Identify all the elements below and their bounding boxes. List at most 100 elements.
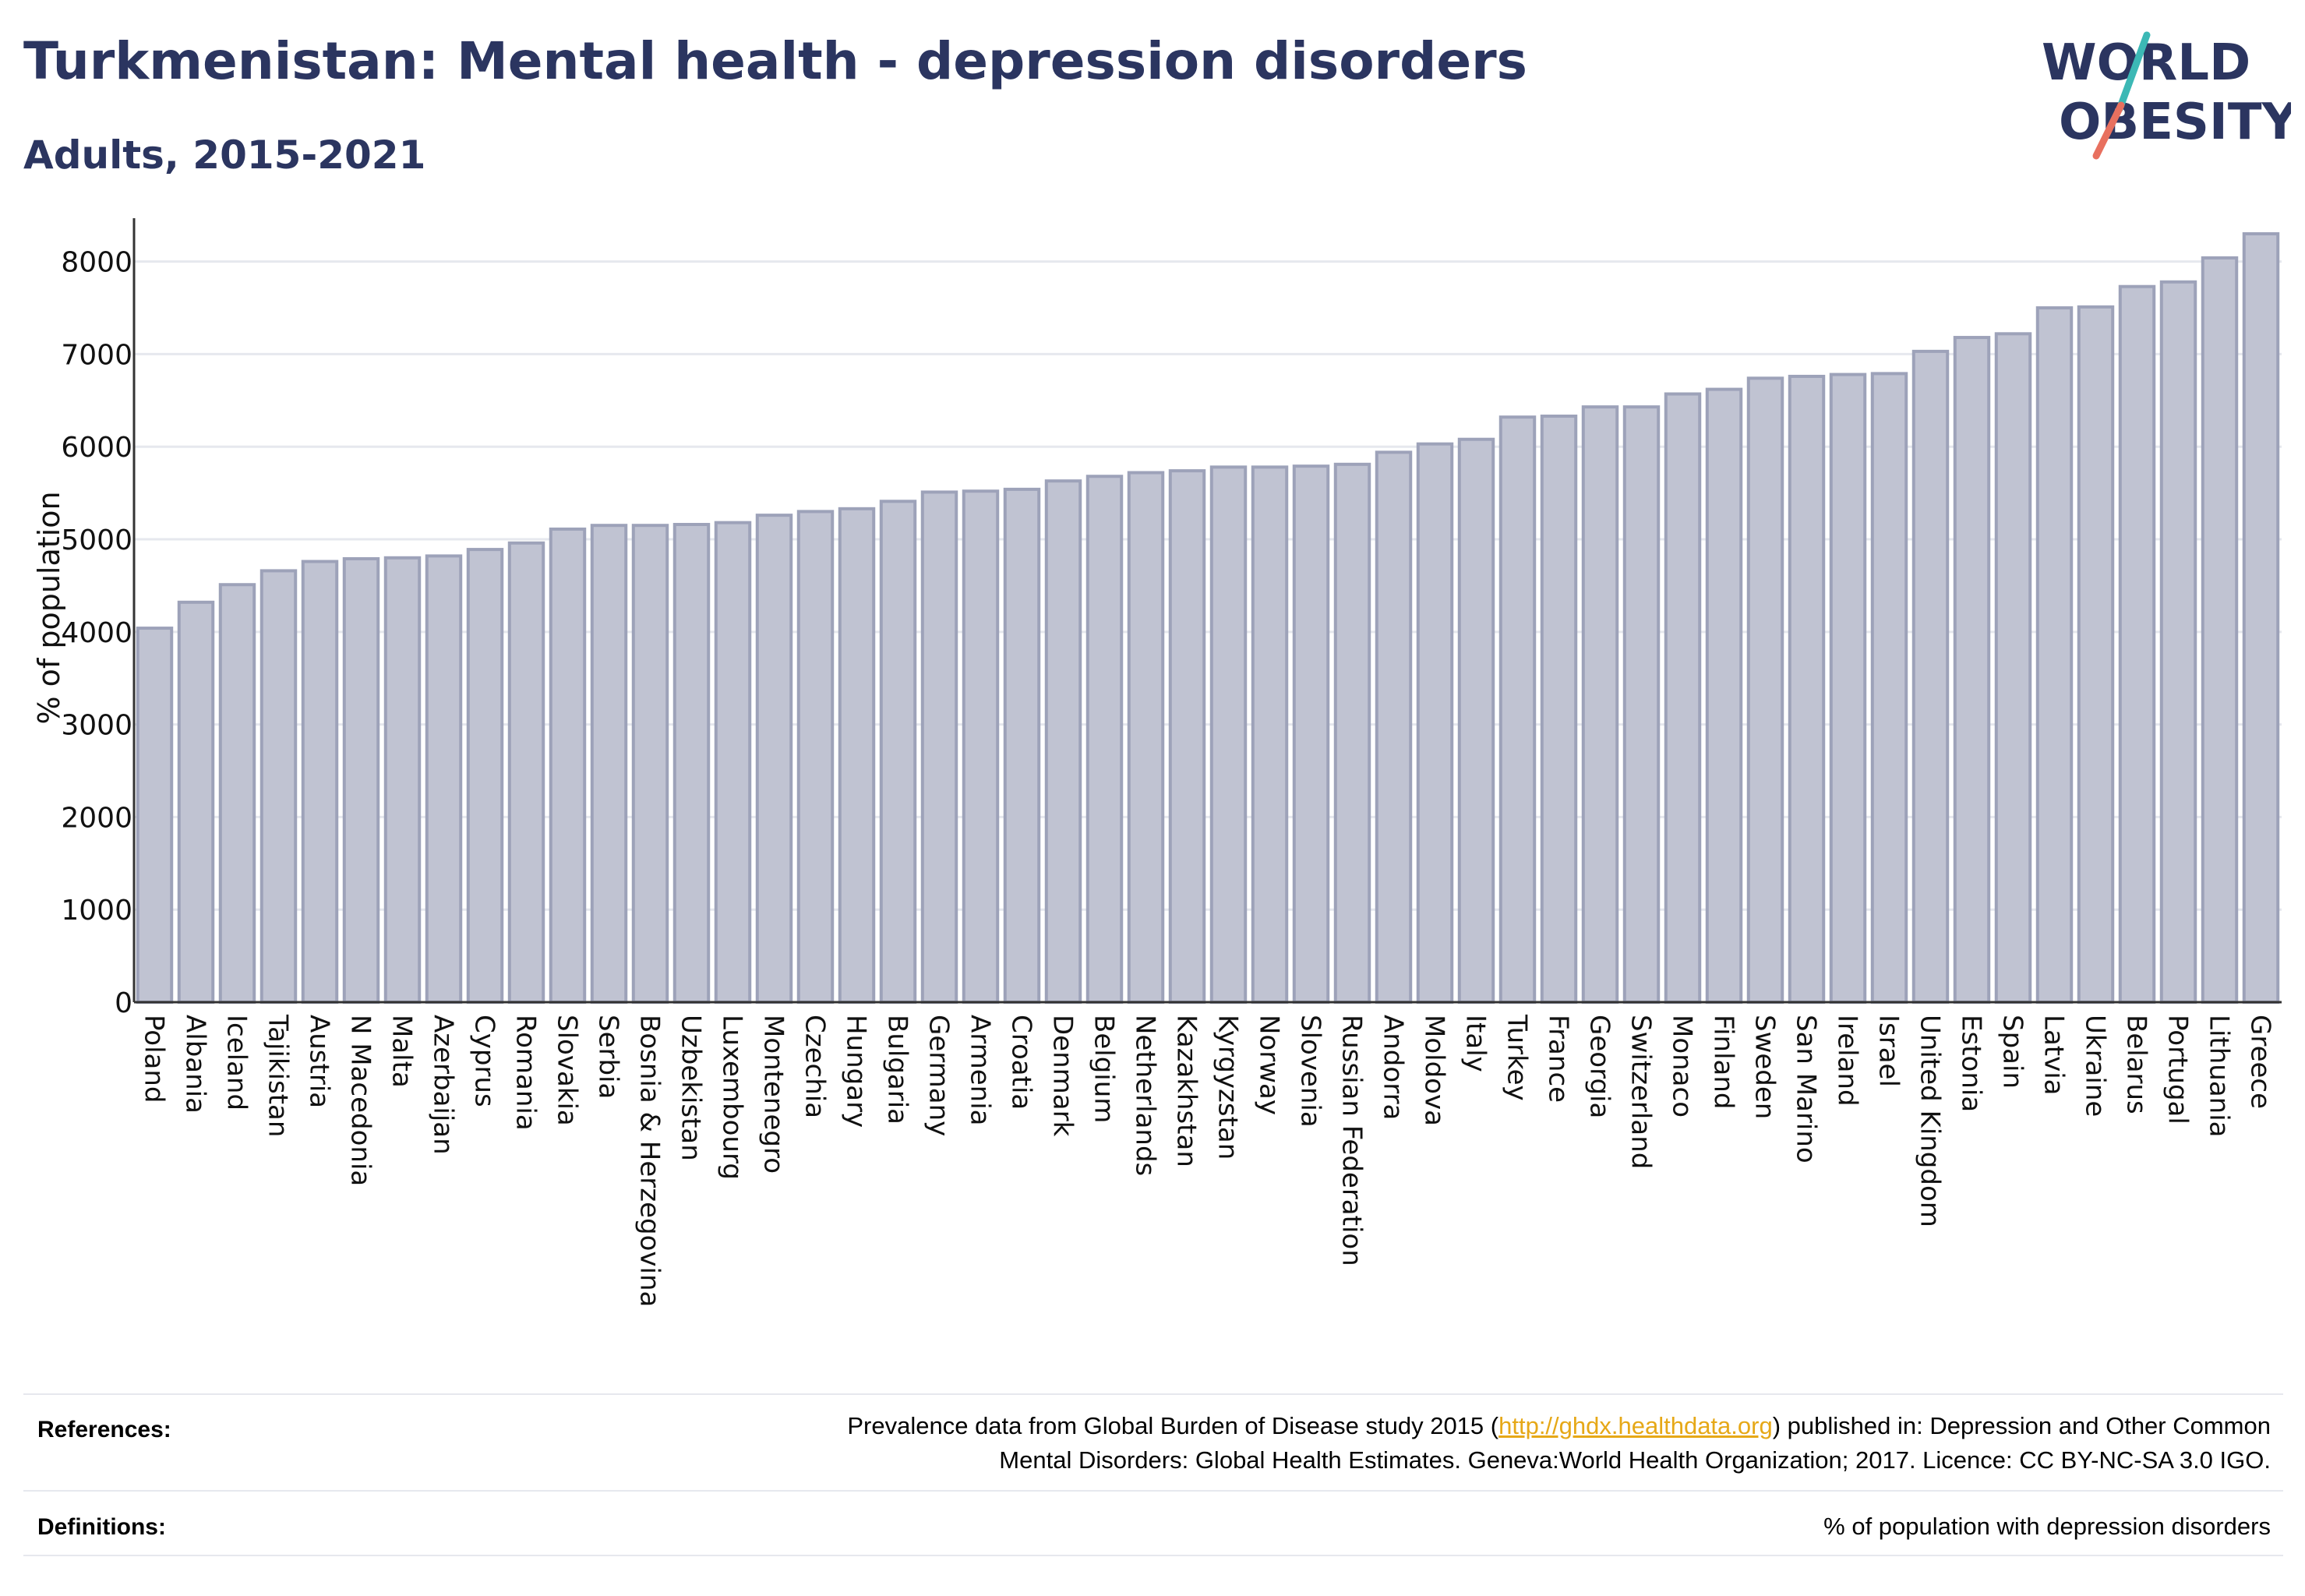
bar — [1746, 376, 1784, 1004]
bar — [672, 523, 711, 1004]
x-tick-label: Iceland — [221, 1015, 252, 1110]
x-tick-label: Norway — [1254, 1015, 1285, 1115]
x-tick-label: Israel — [1873, 1015, 1904, 1087]
references-line2: Mental Disorders: Global Health Estimate… — [999, 1446, 2271, 1474]
x-tick-label: Armenia — [965, 1015, 996, 1126]
x-tick-label: Kyrgyzstan — [1213, 1015, 1244, 1160]
bar — [1911, 349, 1950, 1004]
y-tick-label: 3000 — [61, 710, 132, 742]
x-tick-label: Ukraine — [2080, 1015, 2111, 1117]
bar — [2159, 280, 2197, 1004]
references-line1-post: ) published in: Depression and Other Com… — [1772, 1412, 2271, 1439]
bar — [1416, 442, 1454, 1004]
bar — [2077, 305, 2115, 1004]
x-tick-label: Switzerland — [1626, 1015, 1657, 1169]
bar — [1127, 471, 1165, 1004]
bar — [2201, 256, 2239, 1005]
x-tick-label: Portugal — [2162, 1015, 2194, 1125]
x-tick-label: Uzbekistan — [676, 1015, 707, 1161]
bar — [301, 560, 339, 1004]
x-tick-label: Finland — [1708, 1015, 1739, 1110]
x-tick-label: N Macedonia — [345, 1015, 376, 1186]
bar — [2035, 306, 2074, 1004]
y-tick-label: 5000 — [61, 524, 132, 556]
bar — [1333, 462, 1371, 1004]
bar — [920, 490, 958, 1004]
y-tick-label: 6000 — [61, 432, 132, 464]
x-tick-label: Luxembourg — [717, 1015, 748, 1180]
x-tick-label: Andorra — [1378, 1015, 1409, 1120]
bar — [466, 548, 504, 1004]
y-tick-label: 2000 — [61, 802, 132, 834]
world-obesity-logo: WORLD OBESITY — [2042, 31, 2291, 160]
x-tick-label: Georgia — [1584, 1015, 1615, 1118]
x-tick-label: Serbia — [593, 1015, 624, 1099]
x-tick-labels: Poland Albania Iceland Tajikistan Austria N M… — [139, 1014, 2276, 1307]
bar — [1457, 437, 1495, 1004]
bar — [1375, 450, 1413, 1004]
logo-slash-coral — [2092, 101, 2125, 160]
x-tick-label: Sweden — [1749, 1015, 1781, 1119]
x-tick-label: Monaco — [1667, 1015, 1698, 1118]
footer-divider-top — [23, 1393, 2283, 1395]
y-tick-label: 4000 — [61, 617, 132, 649]
bar — [1251, 465, 1289, 1004]
footer-divider-bottom — [23, 1555, 2283, 1556]
logo-line2: OBESITY — [2059, 94, 2291, 151]
footer-divider-middle — [23, 1490, 2283, 1492]
references-link[interactable]: http://ghdx.healthdata.org — [1498, 1412, 1773, 1439]
x-tick-label: Germany — [923, 1015, 955, 1136]
x-tick-label: Austria — [304, 1015, 335, 1108]
bar — [1168, 469, 1206, 1004]
bar — [1705, 387, 1743, 1004]
bar — [962, 489, 1000, 1004]
x-tick-label: Croatia — [1006, 1015, 1037, 1110]
bar — [1540, 415, 1578, 1004]
x-tick-label: Denmark — [1047, 1015, 1078, 1137]
bar — [1870, 372, 1908, 1004]
bar — [1498, 415, 1537, 1004]
bar — [2242, 232, 2280, 1004]
bar — [879, 500, 917, 1004]
x-tick-label: Moldova — [1419, 1015, 1450, 1126]
x-tick-label: Kazakhstan — [1171, 1015, 1202, 1167]
axes — [132, 218, 2282, 1004]
x-tick-label: Slovenia — [1295, 1015, 1326, 1128]
x-tick-label: Russian Federation — [1336, 1015, 1368, 1266]
bar — [1788, 374, 1826, 1004]
references-line1: Prevalence data from Global Burden of Di… — [847, 1409, 2271, 1443]
x-tick-label: Albania — [180, 1015, 211, 1114]
references-label: References: — [37, 1417, 171, 1442]
bar — [838, 507, 876, 1004]
chart-title: Turkmenistan: Mental health - depression… — [23, 31, 1527, 91]
y-tick-label: 0 — [115, 987, 132, 1019]
bar — [425, 554, 463, 1004]
bar — [342, 556, 380, 1004]
bar-chart: 0 1000 2000 3000 4000 5000 6000 7000 8000 Poland… — [32, 218, 2282, 1307]
y-axis-label: % of population — [32, 491, 66, 724]
bars — [136, 232, 2280, 1005]
x-tick-label: Belarus — [2121, 1015, 2152, 1114]
bar — [1044, 479, 1082, 1004]
bar — [549, 527, 587, 1004]
bar — [1209, 465, 1248, 1004]
bar — [631, 524, 669, 1004]
bar — [1994, 332, 2032, 1005]
x-tick-label: Bulgaria — [882, 1015, 913, 1125]
bar — [1953, 336, 1991, 1004]
x-tick-label: Romania — [510, 1015, 542, 1131]
x-tick-label: France — [1543, 1015, 1574, 1103]
bar — [1664, 392, 1702, 1004]
definitions-label: Definitions: — [37, 1514, 166, 1540]
bar — [755, 514, 793, 1004]
bar — [383, 556, 422, 1004]
bar — [1085, 475, 1124, 1004]
x-tick-label: Spain — [1997, 1015, 2028, 1089]
references-text: Prevalence data from Global Burden of Di… — [847, 1409, 2271, 1478]
x-tick-label: Cyprus — [469, 1015, 500, 1107]
bar — [1581, 405, 1619, 1004]
x-tick-label: Azerbaijan — [428, 1015, 459, 1155]
y-tick-label: 8000 — [61, 247, 132, 279]
bar — [714, 521, 752, 1004]
x-tick-label: Turkey — [1502, 1014, 1533, 1101]
